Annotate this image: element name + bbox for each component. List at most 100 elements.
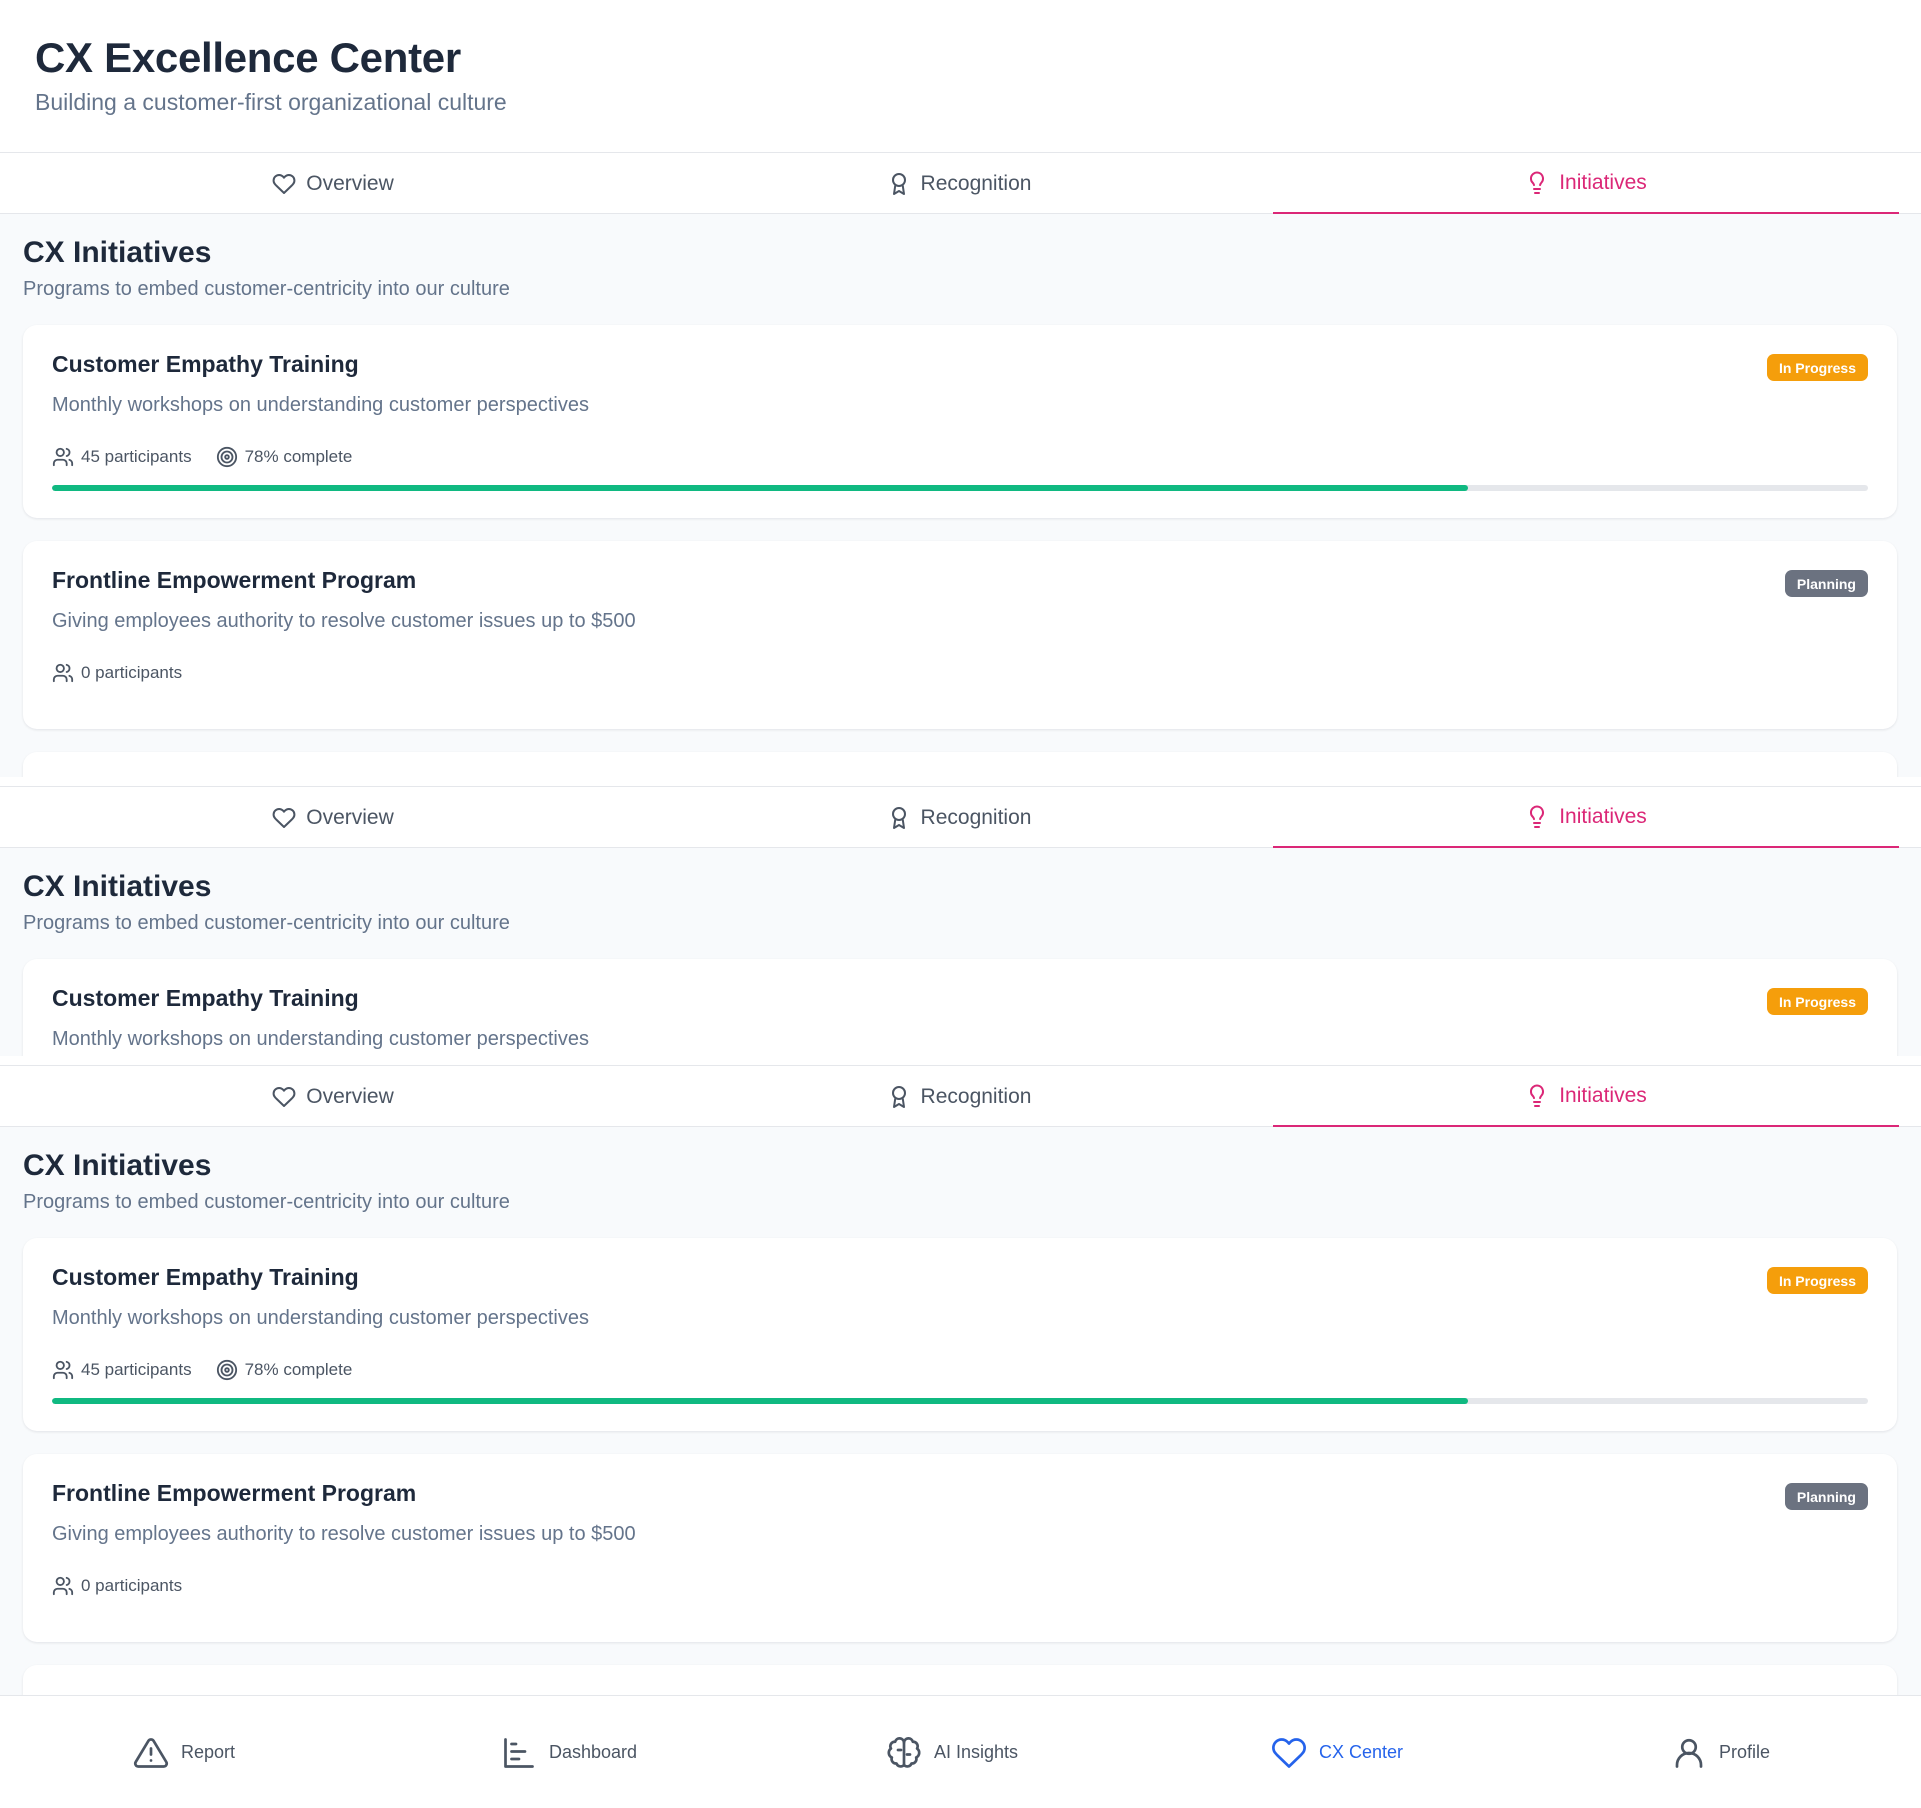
initiative-title: Customer Empathy Training <box>52 1264 359 1290</box>
section-subtitle: Programs to embed customer-centricity in… <box>23 912 510 934</box>
tab-label: Initiatives <box>1559 804 1647 828</box>
status-badge: In Progress <box>1766 1267 1868 1294</box>
heart-icon <box>272 1086 296 1107</box>
participants-stat: 45 participants <box>52 446 192 468</box>
tab-initiatives[interactable]: Initiatives <box>1273 153 1899 214</box>
brain-icon <box>887 1736 921 1768</box>
tab-bar: Overview Recognition Initiatives <box>0 1065 1921 1127</box>
initiative-card[interactable] <box>23 752 1897 777</box>
users-icon <box>52 663 74 683</box>
target-icon <box>216 446 237 468</box>
tab-label: Overview <box>306 1084 394 1108</box>
nav-ai-insights[interactable]: AI Insights <box>886 1696 1018 1808</box>
section-title: CX Initiatives <box>23 1149 212 1182</box>
initiative-card[interactable] <box>23 1665 1897 1695</box>
page-header: CX Excellence Center Building a customer… <box>0 0 1921 152</box>
progress-fill <box>52 485 1469 491</box>
status-badge: In Progress <box>1766 354 1868 381</box>
heart-icon <box>272 807 296 828</box>
tab-label: Recognition <box>920 805 1032 829</box>
section-title: CX Initiatives <box>23 236 212 269</box>
tab-initiatives[interactable]: Initiatives <box>1273 787 1899 848</box>
initiative-description: Giving employees authority to resolve cu… <box>52 1523 636 1545</box>
participants-count: 45 participants <box>81 447 192 466</box>
progress-bar <box>52 1398 1868 1404</box>
nav-label: AI Insights <box>934 1742 1019 1762</box>
tab-label: Recognition <box>920 1084 1032 1108</box>
nav-profile[interactable]: Profile <box>1671 1696 1770 1808</box>
tab-recognition[interactable]: Recognition <box>646 787 1272 848</box>
initiative-meta: 45 participants 78% complete <box>52 446 352 468</box>
participants-stat: 0 participants <box>52 1575 182 1597</box>
initiative-title: Frontline Empowerment Program <box>52 567 417 593</box>
tab-overview[interactable]: Overview <box>20 787 646 848</box>
tab-label: Overview <box>306 171 394 195</box>
tab-initiatives[interactable]: Initiatives <box>1273 1066 1899 1127</box>
bar-chart-icon <box>504 1737 534 1768</box>
nav-dashboard[interactable]: Dashboard <box>501 1696 637 1808</box>
initiative-card[interactable]: Customer Empathy Training Monthly worksh… <box>23 325 1897 518</box>
users-icon <box>52 1360 74 1380</box>
status-badge: Planning <box>1784 570 1868 597</box>
lightbulb-icon <box>1530 1084 1545 1107</box>
participants-stat: 45 participants <box>52 1359 192 1381</box>
users-icon <box>52 1576 74 1596</box>
initiative-description: Giving employees authority to resolve cu… <box>52 610 636 632</box>
tab-bar: Overview Recognition Initiatives <box>0 152 1921 214</box>
initiative-card[interactable]: Frontline Empowerment Program Giving emp… <box>23 1454 1897 1642</box>
nav-label: Report <box>181 1742 236 1762</box>
alert-triangle-icon <box>133 1737 169 1768</box>
bottom-nav: Report Dashboard AI Insights CX Center P… <box>0 1695 1921 1808</box>
tab-label: Overview <box>306 805 394 829</box>
tab-bar: Overview Recognition Initiatives <box>0 786 1921 848</box>
completion-stat: 78% complete <box>216 1359 352 1381</box>
tab-overview[interactable]: Overview <box>20 1066 646 1127</box>
tab-overview[interactable]: Overview <box>20 153 646 214</box>
initiative-card[interactable]: Customer Empathy Training Monthly worksh… <box>23 1238 1897 1431</box>
initiative-card[interactable]: Customer Empathy Training Monthly worksh… <box>23 959 1897 1056</box>
tab-recognition[interactable]: Recognition <box>646 153 1272 214</box>
page-subtitle: Building a customer-first organizational… <box>35 89 507 115</box>
users-icon <box>52 447 74 467</box>
progress-fill <box>52 1398 1469 1404</box>
participants-count: 0 participants <box>81 1576 183 1595</box>
nav-label: Profile <box>1719 1742 1771 1762</box>
initiatives-panel: Overview Recognition Initiatives CX Init… <box>0 786 1921 1056</box>
completion-stat: 78% complete <box>216 446 353 468</box>
award-icon <box>891 806 906 829</box>
lightbulb-icon <box>1530 171 1545 194</box>
award-icon <box>891 1085 906 1108</box>
section-subtitle: Programs to embed customer-centricity in… <box>23 278 510 300</box>
nav-label: Dashboard <box>549 1742 638 1762</box>
initiative-meta: 45 participants 78% complete <box>52 1359 352 1381</box>
initiative-title: Frontline Empowerment Program <box>52 1480 417 1506</box>
initiative-card[interactable]: Frontline Empowerment Program Giving emp… <box>23 541 1897 729</box>
progress-bar <box>52 485 1868 491</box>
nav-label: CX Center <box>1319 1742 1404 1762</box>
heart-icon <box>1272 1737 1306 1768</box>
tab-recognition[interactable]: Recognition <box>646 1066 1272 1127</box>
nav-cx-center[interactable]: CX Center <box>1271 1696 1403 1808</box>
initiatives-panel: Overview Recognition Initiatives CX Init… <box>0 1065 1921 1695</box>
lightbulb-icon <box>1530 805 1545 828</box>
initiative-description: Monthly workshops on understanding custo… <box>52 1028 589 1050</box>
initiative-meta: 0 participants <box>52 662 182 684</box>
initiatives-panel: Overview Recognition Initiatives CX Init… <box>0 152 1921 777</box>
award-icon <box>891 172 906 195</box>
participants-stat: 0 participants <box>52 662 182 684</box>
status-badge: Planning <box>1784 1483 1868 1510</box>
initiative-title: Customer Empathy Training <box>52 985 359 1011</box>
page-title: CX Excellence Center <box>35 34 461 81</box>
heart-icon <box>272 173 296 194</box>
section-title: CX Initiatives <box>23 870 212 903</box>
completion-text: 78% complete <box>244 447 353 466</box>
user-icon <box>1675 1738 1703 1768</box>
nav-report[interactable]: Report <box>133 1696 235 1808</box>
tab-label: Initiatives <box>1559 1083 1647 1107</box>
initiative-description: Monthly workshops on understanding custo… <box>52 394 589 416</box>
section-subtitle: Programs to embed customer-centricity in… <box>23 1191 510 1213</box>
participants-count: 45 participants <box>81 1360 192 1379</box>
tab-label: Initiatives <box>1559 170 1647 194</box>
initiative-title: Customer Empathy Training <box>52 351 359 377</box>
participants-count: 0 participants <box>81 663 183 682</box>
